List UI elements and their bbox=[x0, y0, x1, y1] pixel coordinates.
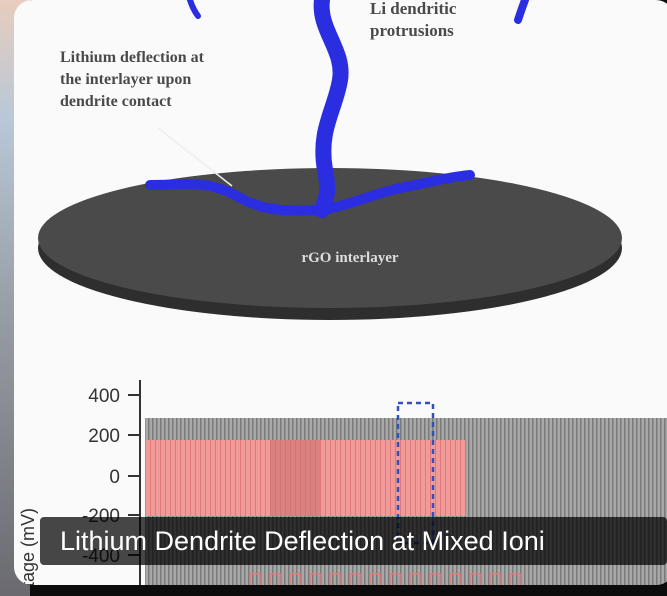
y-tick-label: 400 bbox=[88, 386, 120, 407]
caption: Lithium Dendrite Deflection at Mixed Ion… bbox=[60, 526, 545, 556]
label-disc: rGO interlayer bbox=[301, 250, 398, 266]
red-trace-dark bbox=[270, 440, 320, 516]
y-tick-label: 0 bbox=[109, 467, 120, 488]
screen: Li dendriticprotrusions Lithium deflecti… bbox=[0, 0, 667, 596]
y-tick-label: 200 bbox=[88, 426, 120, 447]
